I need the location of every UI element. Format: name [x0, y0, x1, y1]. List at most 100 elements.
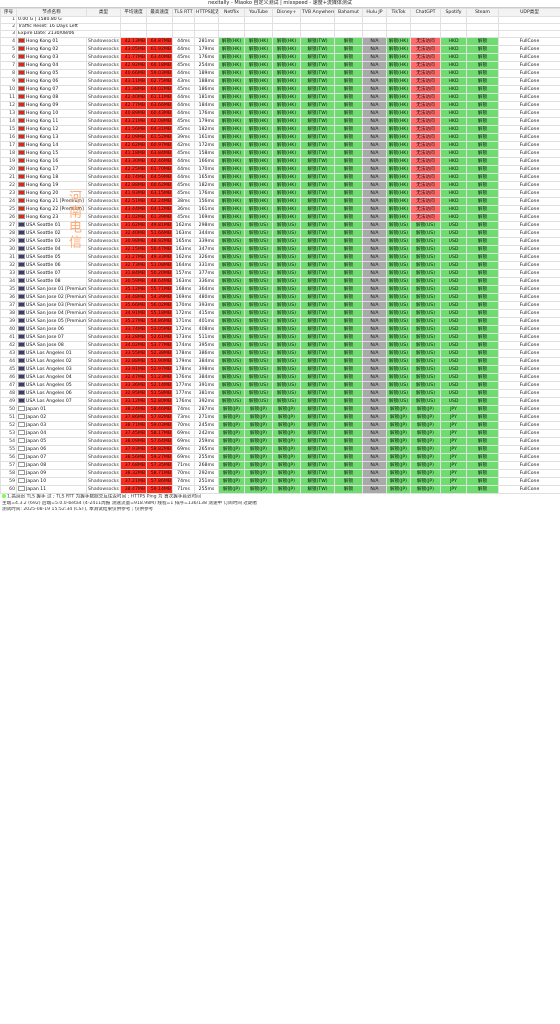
https-latency: 176ms — [194, 189, 219, 198]
table-row: 21 Hong Kong 18 Shadowsocks 40.74MB 64.59MB 4… — [0, 173, 560, 182]
node-name-text: USA San Jose 01 [Premium] — [26, 287, 87, 292]
max-speed: 55.18MB — [146, 309, 173, 318]
column-header: TLS RTT — [172, 8, 195, 17]
hulu-status: N/A — [362, 37, 387, 46]
steam-status: 解锁 — [466, 317, 499, 326]
tls-rtt: 44ms — [172, 101, 195, 110]
row-index: 7 — [0, 61, 17, 70]
row-index: 60 — [0, 485, 17, 494]
row-index: 51 — [0, 413, 17, 422]
avg-speed: 31.84MB — [120, 269, 147, 278]
empty-cell — [300, 16, 335, 24]
youtube-status: 解锁(HK) — [244, 141, 273, 150]
protocol-type: Shadowsocks — [86, 437, 121, 446]
row-index: 20 — [0, 165, 17, 174]
https-latency: 182ms — [194, 125, 219, 134]
table-row: 54 Japan 05 Shadowsocks 38.09MB 57.64MB 69ms 2… — [0, 437, 560, 446]
node-name-text: USA San Jose 02 [Premium] — [26, 295, 87, 300]
flag-icon — [18, 166, 25, 171]
spotify-status: USD — [440, 285, 467, 294]
bahamut-status: 解锁 — [334, 149, 363, 158]
node-name: Hong Kong 17 — [16, 165, 87, 174]
protocol-type: Shadowsocks — [86, 341, 121, 350]
netflix-status: 解锁(JP) — [218, 437, 245, 446]
udp-type: FullCone — [498, 77, 560, 86]
disney-status: 解锁(HK) — [272, 45, 301, 54]
disney-status: 解锁(US) — [272, 333, 301, 342]
empty-cell — [120, 30, 147, 38]
disney-status: 解锁(JP) — [272, 453, 301, 462]
netflix-status: 解锁(HK) — [218, 165, 245, 174]
table-header-row: 序号 节点名称 类型 平均速度 最高速度 TLS RTT HTTPS延迟 Netflix You… — [0, 8, 560, 17]
node-name-text: Hong Kong 18 — [26, 175, 59, 180]
youtube-status: 解锁(HK) — [244, 69, 273, 78]
empty-cell — [244, 16, 273, 24]
empty-cell — [410, 16, 441, 24]
hulu-status: N/A — [362, 93, 387, 102]
column-header: 类型 — [86, 8, 121, 17]
flag-icon — [18, 374, 25, 379]
flag-icon — [18, 366, 25, 371]
netflix-status: 解锁(US) — [218, 221, 245, 230]
spotify-status: USD — [440, 333, 467, 342]
netflix-status: 解锁(US) — [218, 381, 245, 390]
max-speed: 51.58MB — [146, 389, 173, 398]
max-speed: 62.46MB — [146, 157, 173, 166]
steam-status: 解锁 — [466, 485, 499, 494]
table-row: 22 Hong Kong 19 Shadowsocks 42.88MB 60.62MB 4… — [0, 181, 560, 190]
empty-cell — [440, 16, 467, 24]
bahamut-status: 解锁 — [334, 101, 363, 110]
udp-type: FullCone — [498, 301, 560, 310]
hulu-status: N/A — [362, 157, 387, 166]
tls-rtt: 173ms — [172, 333, 195, 342]
row-index: 45 — [0, 365, 17, 374]
udp-type: FullCone — [498, 413, 560, 422]
column-header: UDP类型 — [498, 8, 560, 17]
avg-speed: 41.77MB — [120, 53, 147, 62]
flag-icon — [18, 150, 25, 155]
https-latency: 347ms — [194, 245, 219, 254]
node-name-text: Hong Kong 07 — [26, 87, 59, 92]
node-name-text: USA Los Angeles 06 — [26, 391, 72, 396]
steam-status: 解锁 — [466, 445, 499, 454]
spotify-status: HKD — [440, 141, 467, 150]
table-row: 7 Hong Kong 04 Shadowsocks 42.92MB 60.18MB 45… — [0, 61, 560, 70]
disney-status: 解锁(US) — [272, 357, 301, 366]
column-header: TikTok — [386, 8, 411, 17]
flag-icon — [18, 222, 25, 227]
https-latency: 182ms — [194, 181, 219, 190]
disney-status: 解锁(JP) — [272, 413, 301, 422]
tls-rtt: 171ms — [172, 317, 195, 326]
hulu-status: N/A — [362, 405, 387, 414]
tiktok-status: 解锁(JP) — [386, 421, 411, 430]
disney-status: 解锁(HK) — [272, 109, 301, 118]
protocol-type: Shadowsocks — [86, 365, 121, 374]
node-name: Hong Kong 06 — [16, 77, 87, 86]
flag-icon — [18, 62, 25, 67]
spotify-status: USD — [440, 357, 467, 366]
avg-speed: 33.55MB — [120, 349, 147, 358]
max-speed: 58.82MB — [146, 445, 173, 454]
table-row: 44 USA Los Angeles 02 Shadowsocks 32.88MB 51… — [0, 357, 560, 366]
https-latency: 166ms — [194, 157, 219, 166]
column-header: YouTube — [244, 8, 273, 17]
chatgpt-status: 无法访问 — [410, 109, 441, 118]
flag-icon — [18, 198, 25, 203]
udp-type: FullCone — [498, 197, 560, 206]
protocol-type: Shadowsocks — [86, 261, 121, 270]
row-index: 34 — [0, 277, 17, 286]
tls-rtt: 163ms — [172, 277, 195, 286]
https-latency: 170ms — [194, 165, 219, 174]
udp-type: FullCone — [498, 93, 560, 102]
netflix-status: 解锁(JP) — [218, 429, 245, 438]
node-name-text: USA Seattle 07 — [26, 271, 61, 276]
tiktok-status: 解锁(JP) — [386, 469, 411, 478]
chatgpt-status: 解锁(JP) — [410, 437, 441, 446]
udp-type: FullCone — [498, 365, 560, 374]
bahamut-status: 解锁 — [334, 429, 363, 438]
https-latency: 480ms — [194, 293, 219, 302]
empty-cell — [466, 30, 499, 38]
chatgpt-status: 解锁(US) — [410, 333, 441, 342]
bahamut-status: 解锁 — [334, 165, 363, 174]
table-row: 49 USA Los Angeles 07 Shadowsocks 33.12MB 52… — [0, 397, 560, 406]
